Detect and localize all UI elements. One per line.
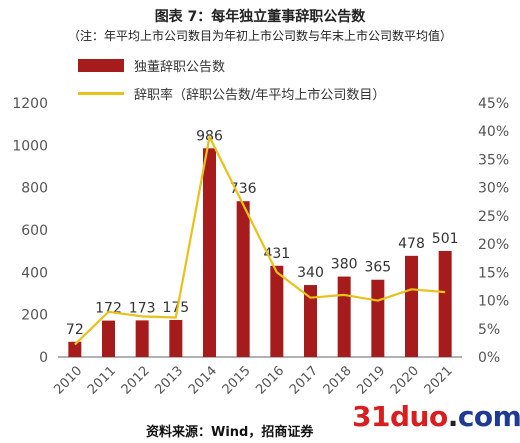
y-left-tick-label: 200 — [21, 308, 48, 324]
x-tick-label: 2013 — [152, 364, 186, 398]
legend-line-swatch — [78, 91, 124, 95]
x-tick-label: 2016 — [253, 364, 287, 398]
y-left-tick-label: 600 — [21, 223, 48, 239]
y-left-tick-label: 400 — [21, 265, 48, 281]
bar — [438, 250, 452, 357]
bar — [102, 320, 115, 357]
bar — [304, 285, 317, 357]
bar-data-label: 173 — [129, 300, 156, 316]
bar — [236, 201, 250, 357]
legend-bar-swatch — [78, 58, 124, 72]
legend: 独董辞职公告数 辞职率（辞职公告数/年平均上市公司数目） — [78, 54, 385, 110]
y-left-tick-label: 0 — [39, 350, 48, 366]
x-tick-label: 2020 — [388, 364, 422, 398]
bar — [270, 265, 284, 357]
x-tick-label: 2017 — [287, 364, 321, 398]
y-left-tick-label: 800 — [21, 181, 48, 197]
bar-data-label: 365 — [364, 260, 391, 276]
bar — [371, 279, 385, 357]
y-right-tick-label: 45% — [478, 96, 509, 112]
legend-bar-label: 独董辞职公告数 — [134, 59, 226, 75]
bar-data-label: 501 — [432, 231, 459, 247]
y-right-tick-label: 35% — [478, 152, 509, 168]
y-right-tick-label: 20% — [478, 237, 509, 253]
bar-data-label: 72 — [66, 322, 84, 338]
x-tick-label: 2018 — [321, 364, 355, 398]
bar — [68, 341, 82, 357]
bar-data-label: 175 — [162, 300, 189, 316]
x-tick-label: 2010 — [51, 364, 85, 398]
y-left-tick-label: 1000 — [12, 138, 48, 154]
bar — [405, 255, 418, 357]
legend-item-line: 辞职率（辞职公告数/年平均上市公司数目） — [78, 82, 385, 104]
watermark-dot: . — [447, 400, 459, 433]
y-right-tick-label: 0% — [478, 350, 500, 366]
chart-subtitle: （注：年平均上市公司数目为年初上市公司数与年末上市公司数平均值） — [67, 29, 452, 43]
x-tick-label: 2014 — [186, 364, 220, 398]
y-right-tick-label: 40% — [478, 124, 509, 140]
bar — [203, 148, 216, 357]
y-right-tick-label: 30% — [478, 181, 509, 197]
rate-line — [74, 135, 446, 346]
source-note: 资料来源：Wind，招商证券 — [146, 425, 314, 440]
watermark-tld: com — [457, 400, 520, 433]
x-tick-label: 2012 — [119, 364, 153, 398]
y-right-tick-label: 15% — [478, 265, 509, 281]
bar-data-label: 478 — [398, 236, 425, 252]
watermark-name: 31duo — [352, 400, 448, 433]
bar-data-label: 380 — [331, 257, 358, 273]
y-left-tick-label: 1200 — [12, 96, 48, 112]
y-right-tick-label: 10% — [478, 294, 509, 310]
chart-title: 图表 7：每年独立董事辞职公告数 — [154, 9, 366, 25]
y-right-tick-label: 25% — [478, 209, 509, 225]
legend-line-label: 辞职率（辞职公告数/年平均上市公司数目） — [134, 87, 386, 103]
x-tick-label: 2019 — [354, 364, 388, 398]
legend-item-bar: 独董辞职公告数 — [78, 54, 385, 76]
bar-data-label: 340 — [297, 265, 324, 281]
watermark-logo: 31duo.com — [352, 400, 520, 433]
bar-data-label: 172 — [95, 301, 122, 317]
x-tick-label: 2021 — [422, 364, 456, 398]
x-tick-label: 2015 — [220, 364, 254, 398]
x-tick-label: 2011 — [85, 364, 119, 398]
bar — [135, 320, 149, 357]
bar — [169, 319, 183, 357]
y-right-tick-label: 5% — [478, 322, 500, 338]
bar — [337, 276, 351, 357]
